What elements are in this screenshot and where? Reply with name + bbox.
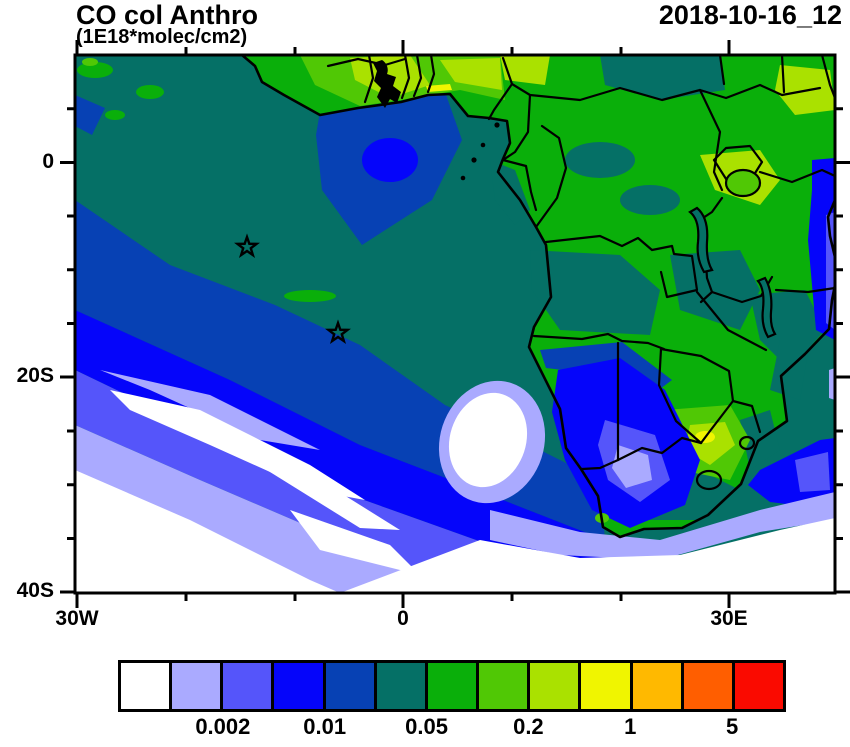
contour-region-mozchannel-violet [795, 452, 830, 492]
lat-tick-label-20s: 20S [16, 364, 54, 387]
lake-tanganyika [688, 206, 714, 274]
map-contour-layers [75, 55, 835, 593]
contour-region-southernocean-white [340, 518, 835, 593]
colorbar-cell [476, 663, 528, 709]
units-label: (1E18*molec/cm2) [76, 26, 248, 48]
colorbar-cell [271, 663, 323, 709]
colorbar-cell [680, 663, 732, 709]
lake-volta [373, 60, 401, 108]
land-patch-teal [620, 185, 680, 215]
land-patch-teal-angola [530, 250, 660, 335]
axis-minor-ticks [67, 47, 843, 601]
colorbar-cell [169, 663, 221, 709]
colorbar-tick-label: 1 [624, 714, 637, 739]
land-patch-teal [600, 55, 725, 100]
island-dot [471, 157, 477, 163]
contour-region-gulf-green-streak [284, 290, 336, 302]
land-patch-yellow-sliver [426, 84, 452, 92]
colorbar-cell [527, 663, 579, 709]
colorbar-tick-label: 0.05 [405, 714, 448, 739]
page-title: CO col Anthro [76, 0, 258, 30]
map-plot [60, 40, 850, 608]
lon-tick-label-30w: 30W [55, 607, 99, 630]
colorbar-cell [731, 663, 784, 709]
colorbar-cell [373, 663, 425, 709]
lon-tick-label-0: 0 [397, 607, 409, 630]
contour-streak-white [290, 510, 420, 575]
contour-region-southernocean-periwinkle [490, 492, 835, 560]
land-speck-green [105, 110, 125, 120]
colorbar-tick-label: 0.2 [513, 714, 544, 739]
island-dot [494, 122, 500, 128]
contour-region-white-corner [75, 470, 340, 593]
contour-streak-periwinkle [100, 370, 320, 450]
colorbar-cell [629, 663, 681, 709]
africa-coastline [241, 55, 835, 539]
contour-region-white-blob [448, 392, 528, 488]
contour-region-equator-blue-core [362, 138, 418, 182]
lake-victoria [724, 168, 762, 198]
land-patch-highveld-yellowgreen [685, 422, 735, 465]
country-borders [326, 55, 835, 491]
island-dot [480, 142, 486, 148]
land-patch-yellowgreen [500, 55, 550, 85]
colorbar-cell [121, 663, 170, 709]
island-dot [460, 175, 466, 181]
colorbar-tick-label: 0.01 [303, 714, 347, 739]
lat-tick-label-40s: 40S [16, 579, 54, 602]
colorbar-cell [322, 663, 374, 709]
land-patch-teal-mozcoast [770, 340, 810, 400]
land-speck-green [136, 85, 164, 99]
lon-tick-label-30e: 30E [710, 607, 748, 630]
land-speck-green [77, 62, 113, 78]
colorbar-tick-label: 5 [725, 714, 739, 739]
land-patch-teal [565, 142, 635, 178]
contour-region-blue-band [75, 310, 608, 585]
colorbar-tick-label: 0.002 [195, 714, 251, 739]
land-patch-teal-tanzania [670, 250, 760, 330]
lat-tick-label-0: 0 [42, 150, 54, 173]
contour-region-topleft-darkblue [75, 95, 105, 135]
contour-streak-white [220, 438, 400, 530]
colorbar-labels: 0.002 0.01 0.05 0.2 1 5 [121, 714, 783, 744]
axis-major-ticks [60, 40, 850, 608]
colorbar-cell [578, 663, 630, 709]
lake-malawi [756, 276, 777, 339]
colorbar-cells [118, 660, 786, 712]
colorbar-cell [220, 663, 272, 709]
date-label: 2018-10-16_12 [658, 0, 842, 30]
land-patch-periwinkle-core [612, 445, 652, 488]
colorbar-cell [424, 663, 477, 709]
land-patch-yellowgreen [440, 58, 502, 90]
land-speck-bright [82, 58, 98, 66]
